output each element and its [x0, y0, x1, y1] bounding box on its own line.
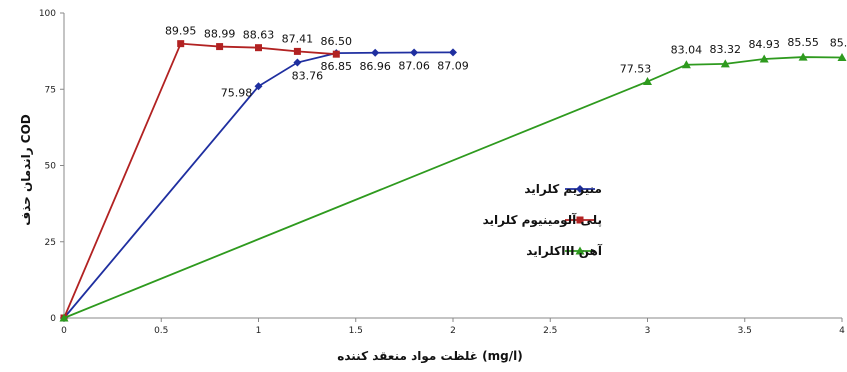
data-label: 88.99	[204, 28, 236, 41]
legend-item: پلی آلومینیوم کلراید	[483, 212, 602, 228]
x-tick-label: 1.5	[349, 326, 363, 336]
legend-label: پلی آلومینیوم کلراید	[483, 212, 602, 228]
series-line	[63, 56, 843, 319]
point-marker	[255, 44, 262, 52]
point-marker	[449, 48, 457, 57]
point-marker	[576, 216, 584, 224]
point-marker	[332, 50, 340, 58]
point-marker	[575, 246, 585, 255]
y-tick-label: 75	[45, 85, 56, 95]
point-marker	[643, 77, 652, 86]
legend-label: آهن IIIکلراید	[526, 243, 603, 258]
x-tick-label: 0	[61, 326, 67, 336]
x-axis-title: (mg/l) غلظت مواد منعقد کننده	[337, 349, 522, 364]
point-marker	[293, 58, 302, 67]
data-label: 87.06	[398, 59, 430, 72]
y-tick-label: 25	[45, 238, 56, 248]
series-line	[63, 42, 337, 319]
point-marker	[410, 48, 419, 57]
x-tick-label: 2.5	[543, 326, 557, 336]
axes: 0 25 50 75 100 0 0.5 1 1.5 2 2.5 3 3.5 4	[39, 9, 845, 336]
point-marker	[576, 185, 584, 193]
data-label: 88.63	[243, 29, 275, 42]
point-marker	[798, 52, 808, 61]
y-axis-title: COD راندمان حذف	[19, 114, 33, 226]
x-tick-label: 0.5	[154, 326, 168, 336]
data-label: 87.09	[437, 59, 469, 72]
point-marker	[681, 60, 691, 69]
point-marker	[293, 47, 301, 55]
point-marker	[837, 53, 847, 62]
data-label: 77.53	[620, 63, 652, 76]
point-marker	[720, 59, 730, 68]
data-label: 83.76	[292, 70, 324, 83]
data-label: 75.98	[221, 86, 253, 99]
data-label: 85.55	[787, 36, 819, 49]
legend: منیزیم کلراید پلی آلومینیوم کلراید آهن III…	[483, 182, 603, 258]
x-tick-label: 3	[645, 326, 651, 336]
data-label: 83.04	[671, 44, 703, 57]
point-marker	[371, 48, 380, 57]
data-label: 86.50	[321, 35, 353, 48]
y-tick-label: 100	[39, 9, 56, 19]
legend-item: منیزیم کلراید	[524, 182, 602, 196]
x-tick-label: 2	[450, 326, 456, 336]
data-label: 86.96	[359, 60, 391, 73]
x-tick-label: 4	[839, 326, 845, 336]
x-tick-label: 3.5	[738, 326, 752, 336]
data-label: 84.93	[748, 38, 780, 51]
series-line	[63, 51, 454, 319]
data-label: 86.85	[321, 60, 353, 73]
data-label: 85.4	[830, 37, 847, 50]
data-label: 87.41	[282, 32, 314, 45]
series-2: 89.95 88.99 88.63 87.41 86.50	[60, 25, 353, 322]
legend-label: منیزیم کلراید	[524, 182, 602, 196]
series-3: 77.53 83.04 83.32 84.93 85.55 85.4	[59, 36, 847, 322]
y-tick-label: 0	[50, 314, 56, 324]
point-marker	[177, 40, 185, 48]
point-marker	[216, 43, 224, 51]
legend-item: آهن IIIکلراید	[526, 243, 603, 258]
data-label: 89.95	[165, 25, 197, 38]
point-marker	[59, 313, 69, 322]
point-marker	[759, 54, 769, 63]
point-marker	[254, 82, 263, 91]
x-tick-label: 1	[256, 326, 262, 336]
data-label: 83.32	[710, 43, 742, 56]
y-tick-label: 50	[45, 162, 57, 172]
